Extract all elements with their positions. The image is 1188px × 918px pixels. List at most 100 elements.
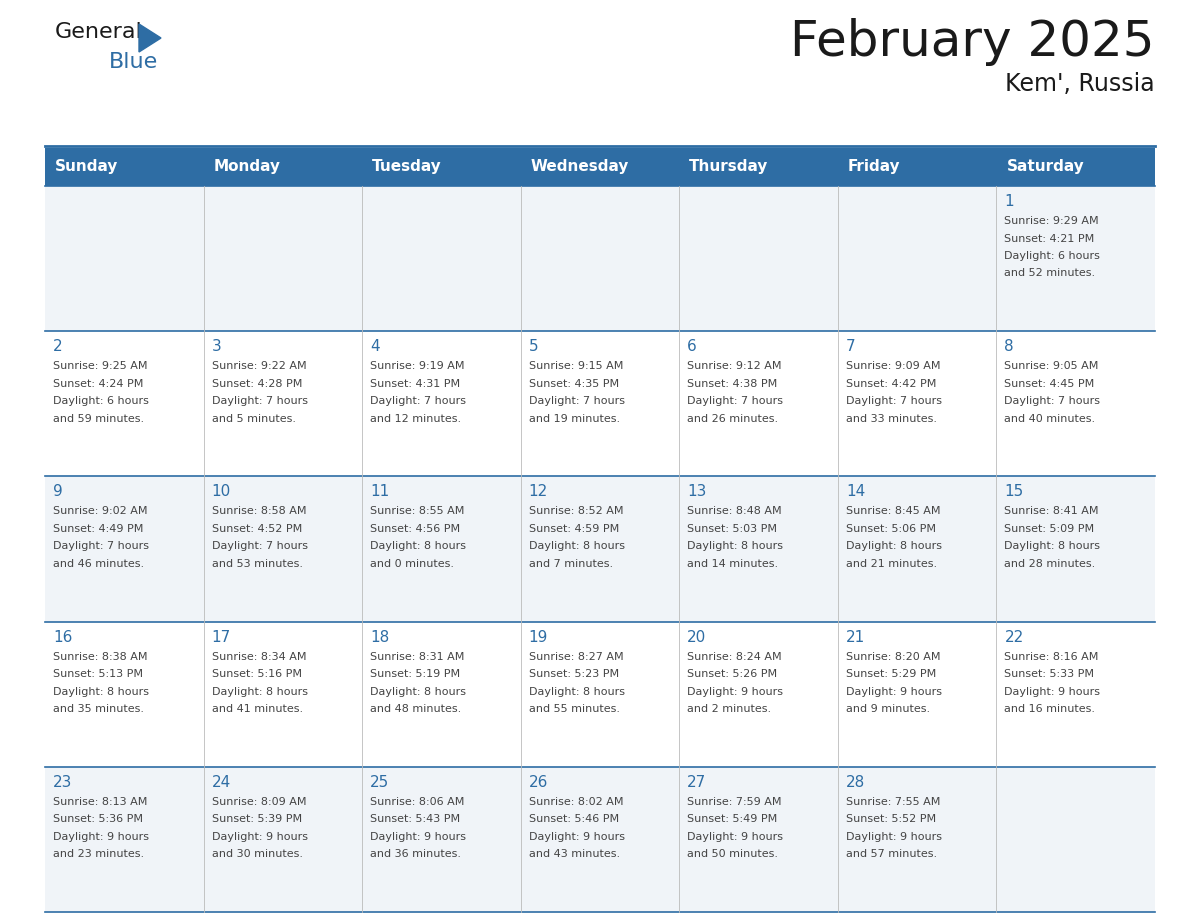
Text: and 7 minutes.: and 7 minutes. <box>529 559 613 569</box>
Text: 8: 8 <box>1004 339 1015 354</box>
Text: Tuesday: Tuesday <box>372 160 442 174</box>
Bar <box>45 476 1155 621</box>
Text: and 50 minutes.: and 50 minutes. <box>688 849 778 859</box>
Text: and 46 minutes.: and 46 minutes. <box>53 559 144 569</box>
Text: Sunrise: 8:58 AM: Sunrise: 8:58 AM <box>211 507 307 517</box>
Text: Sunrise: 8:41 AM: Sunrise: 8:41 AM <box>1004 507 1099 517</box>
Text: Kem', Russia: Kem', Russia <box>1005 72 1155 96</box>
Text: Blue: Blue <box>109 52 158 72</box>
Text: Daylight: 9 hours: Daylight: 9 hours <box>846 832 942 842</box>
Text: Sunrise: 9:05 AM: Sunrise: 9:05 AM <box>1004 361 1099 371</box>
Text: 17: 17 <box>211 630 230 644</box>
Text: Sunrise: 8:13 AM: Sunrise: 8:13 AM <box>53 797 147 807</box>
Text: Sunset: 5:23 PM: Sunset: 5:23 PM <box>529 669 619 679</box>
Text: Monday: Monday <box>214 160 280 174</box>
Text: 6: 6 <box>688 339 697 354</box>
Text: Sunset: 4:31 PM: Sunset: 4:31 PM <box>371 379 460 388</box>
Text: 23: 23 <box>53 775 72 789</box>
Text: Sunrise: 9:19 AM: Sunrise: 9:19 AM <box>371 361 465 371</box>
Text: Daylight: 7 hours: Daylight: 7 hours <box>529 397 625 406</box>
Text: Daylight: 8 hours: Daylight: 8 hours <box>1004 542 1100 552</box>
Text: Sunset: 5:26 PM: Sunset: 5:26 PM <box>688 669 777 679</box>
Text: Daylight: 9 hours: Daylight: 9 hours <box>529 832 625 842</box>
Text: and 53 minutes.: and 53 minutes. <box>211 559 303 569</box>
Text: Sunset: 4:28 PM: Sunset: 4:28 PM <box>211 379 302 388</box>
Text: Sunset: 5:16 PM: Sunset: 5:16 PM <box>211 669 302 679</box>
Text: Sunrise: 7:59 AM: Sunrise: 7:59 AM <box>688 797 782 807</box>
Text: and 59 minutes.: and 59 minutes. <box>53 414 144 424</box>
Text: Sunset: 5:43 PM: Sunset: 5:43 PM <box>371 814 460 824</box>
Text: Sunrise: 9:15 AM: Sunrise: 9:15 AM <box>529 361 623 371</box>
Text: 16: 16 <box>53 630 72 644</box>
Text: Sunset: 4:38 PM: Sunset: 4:38 PM <box>688 379 777 388</box>
Text: Sunset: 4:21 PM: Sunset: 4:21 PM <box>1004 233 1094 243</box>
Text: Sunset: 5:36 PM: Sunset: 5:36 PM <box>53 814 143 824</box>
Text: Sunset: 5:49 PM: Sunset: 5:49 PM <box>688 814 777 824</box>
Text: Sunrise: 9:02 AM: Sunrise: 9:02 AM <box>53 507 147 517</box>
Text: Sunrise: 9:25 AM: Sunrise: 9:25 AM <box>53 361 147 371</box>
Text: Daylight: 7 hours: Daylight: 7 hours <box>688 397 783 406</box>
Text: 1: 1 <box>1004 194 1015 209</box>
Text: 19: 19 <box>529 630 548 644</box>
Text: 28: 28 <box>846 775 865 789</box>
Text: and 57 minutes.: and 57 minutes. <box>846 849 937 859</box>
Text: Sunset: 5:19 PM: Sunset: 5:19 PM <box>371 669 460 679</box>
Text: Daylight: 9 hours: Daylight: 9 hours <box>53 832 148 842</box>
Text: and 35 minutes.: and 35 minutes. <box>53 704 144 714</box>
Text: Daylight: 8 hours: Daylight: 8 hours <box>53 687 148 697</box>
Text: Sunset: 5:13 PM: Sunset: 5:13 PM <box>53 669 143 679</box>
Text: Sunrise: 9:12 AM: Sunrise: 9:12 AM <box>688 361 782 371</box>
Text: and 28 minutes.: and 28 minutes. <box>1004 559 1095 569</box>
Text: Thursday: Thursday <box>689 160 769 174</box>
Text: 11: 11 <box>371 485 390 499</box>
Text: Sunrise: 8:31 AM: Sunrise: 8:31 AM <box>371 652 465 662</box>
Text: 2: 2 <box>53 339 63 354</box>
Text: Sunrise: 8:16 AM: Sunrise: 8:16 AM <box>1004 652 1099 662</box>
Text: Sunset: 5:52 PM: Sunset: 5:52 PM <box>846 814 936 824</box>
Text: Daylight: 9 hours: Daylight: 9 hours <box>688 687 783 697</box>
Text: Daylight: 7 hours: Daylight: 7 hours <box>846 397 942 406</box>
Text: 13: 13 <box>688 485 707 499</box>
Text: 7: 7 <box>846 339 855 354</box>
Text: Daylight: 7 hours: Daylight: 7 hours <box>211 397 308 406</box>
Text: Daylight: 8 hours: Daylight: 8 hours <box>529 542 625 552</box>
Text: Sunset: 4:59 PM: Sunset: 4:59 PM <box>529 524 619 534</box>
Text: Sunrise: 8:55 AM: Sunrise: 8:55 AM <box>371 507 465 517</box>
Text: Sunrise: 8:34 AM: Sunrise: 8:34 AM <box>211 652 307 662</box>
Text: Daylight: 7 hours: Daylight: 7 hours <box>211 542 308 552</box>
Text: 27: 27 <box>688 775 707 789</box>
Text: and 55 minutes.: and 55 minutes. <box>529 704 620 714</box>
Text: Sunrise: 9:29 AM: Sunrise: 9:29 AM <box>1004 216 1099 226</box>
Text: and 52 minutes.: and 52 minutes. <box>1004 268 1095 278</box>
Text: Sunset: 4:42 PM: Sunset: 4:42 PM <box>846 379 936 388</box>
Text: 21: 21 <box>846 630 865 644</box>
Text: Sunset: 4:52 PM: Sunset: 4:52 PM <box>211 524 302 534</box>
Text: Daylight: 8 hours: Daylight: 8 hours <box>529 687 625 697</box>
Text: and 9 minutes.: and 9 minutes. <box>846 704 930 714</box>
Text: Sunrise: 8:52 AM: Sunrise: 8:52 AM <box>529 507 624 517</box>
Text: February 2025: February 2025 <box>790 18 1155 66</box>
Text: Sunrise: 8:27 AM: Sunrise: 8:27 AM <box>529 652 624 662</box>
Text: Daylight: 8 hours: Daylight: 8 hours <box>211 687 308 697</box>
Bar <box>45 767 1155 912</box>
Text: General: General <box>55 22 143 42</box>
Text: and 48 minutes.: and 48 minutes. <box>371 704 461 714</box>
Bar <box>45 186 1155 331</box>
Text: Sunrise: 8:45 AM: Sunrise: 8:45 AM <box>846 507 941 517</box>
Text: Sunset: 4:49 PM: Sunset: 4:49 PM <box>53 524 144 534</box>
Text: 5: 5 <box>529 339 538 354</box>
Text: and 23 minutes.: and 23 minutes. <box>53 849 144 859</box>
Text: Sunset: 4:45 PM: Sunset: 4:45 PM <box>1004 379 1094 388</box>
Text: 4: 4 <box>371 339 380 354</box>
Text: and 14 minutes.: and 14 minutes. <box>688 559 778 569</box>
Text: Sunrise: 8:06 AM: Sunrise: 8:06 AM <box>371 797 465 807</box>
Text: 3: 3 <box>211 339 221 354</box>
Text: Wednesday: Wednesday <box>531 160 630 174</box>
Bar <box>45 331 1155 476</box>
Text: 15: 15 <box>1004 485 1024 499</box>
Text: Sunset: 5:39 PM: Sunset: 5:39 PM <box>211 814 302 824</box>
Text: Sunrise: 8:20 AM: Sunrise: 8:20 AM <box>846 652 941 662</box>
Text: and 12 minutes.: and 12 minutes. <box>371 414 461 424</box>
Text: Sunset: 5:06 PM: Sunset: 5:06 PM <box>846 524 936 534</box>
Text: Sunrise: 8:24 AM: Sunrise: 8:24 AM <box>688 652 782 662</box>
